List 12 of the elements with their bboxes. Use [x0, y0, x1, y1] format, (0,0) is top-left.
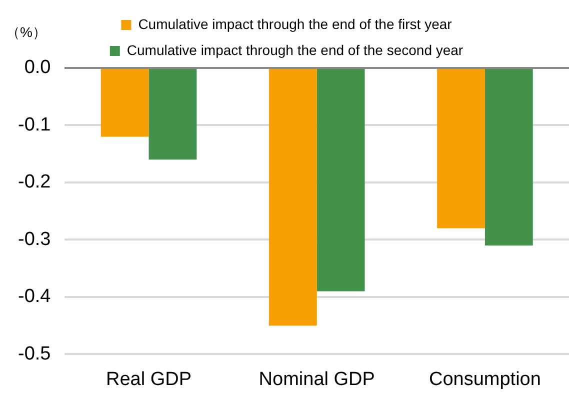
legend-label: Cumulative impact through the end of the second year: [126, 42, 464, 58]
y-tick-label: 0.0: [24, 57, 51, 78]
y-tick-label: -0.2: [18, 172, 51, 193]
y-tick-label: -0.3: [18, 228, 51, 250]
legend-label: Cumulative impact through the end of the first year: [138, 16, 452, 32]
x-tick-label: Real GDP: [106, 368, 192, 390]
y-tick-label: -0.4: [18, 286, 52, 308]
y-tick-label: -0.1: [18, 114, 51, 136]
y-tick-label: -0.5: [18, 343, 51, 364]
y-axis-title: （%）: [6, 24, 46, 40]
x-tick-label: Nominal GDP: [258, 368, 375, 390]
x-tick-label: Consumption: [428, 368, 541, 390]
